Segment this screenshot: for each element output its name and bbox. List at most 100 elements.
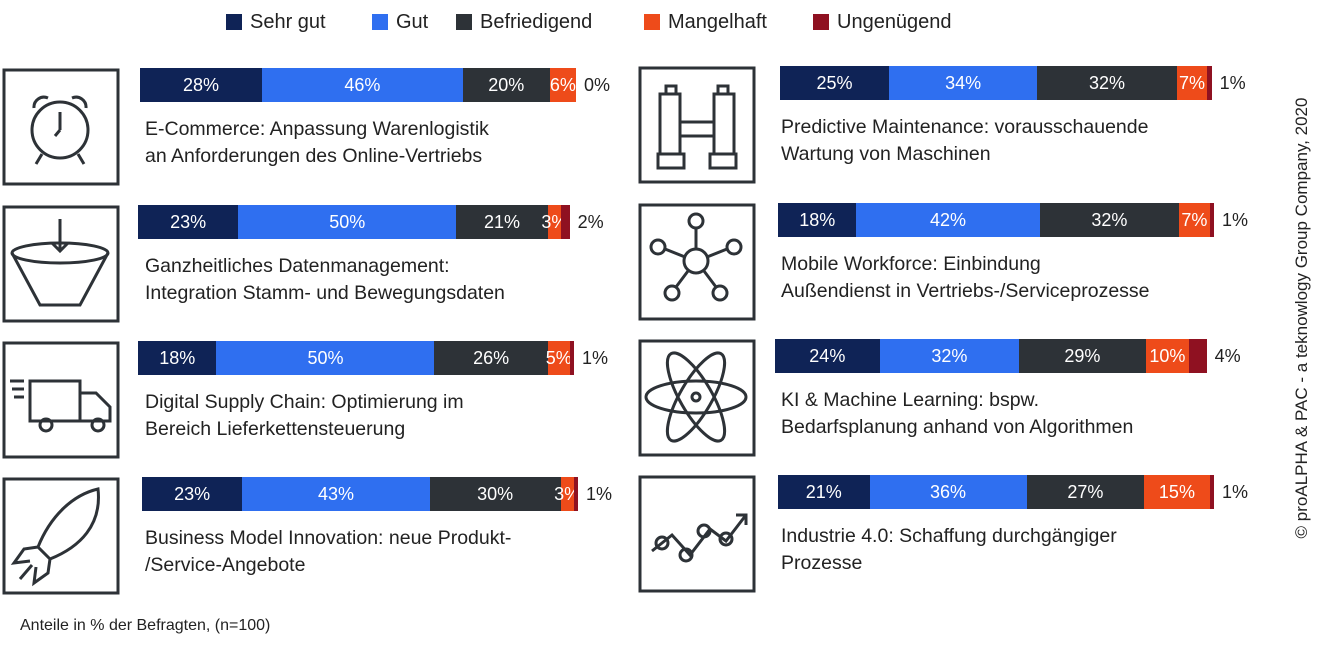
bar-segment	[138, 341, 217, 375]
value-label: 26%	[473, 348, 510, 368]
value-label: 27%	[1067, 482, 1104, 502]
category-label: KI & Machine Learning: bspw. Bedarfsplan…	[781, 389, 1134, 438]
legend-swatch	[813, 14, 829, 30]
legend-swatch	[226, 14, 242, 30]
bar-segment	[434, 341, 548, 375]
value-label: 32%	[1091, 210, 1128, 230]
bar-segment	[1037, 66, 1177, 100]
value-label: 29%	[1064, 346, 1101, 366]
value-label: 7%	[1181, 210, 1208, 230]
bar-segment	[547, 205, 561, 239]
icon-binoculars	[638, 66, 756, 184]
category-label: E-Commerce: Anpassung Warenlogistik an A…	[145, 118, 489, 167]
bar-segment	[238, 205, 457, 239]
bar-segment	[560, 477, 574, 511]
value-label: 21%	[484, 212, 521, 232]
bar-segment	[1209, 475, 1214, 509]
bar-segment	[856, 203, 1040, 237]
category-label: Business Model Innovation: neue Produkt-…	[145, 527, 512, 576]
value-label: 30%	[477, 484, 514, 504]
bar-segment	[547, 341, 570, 375]
bar-segment	[1189, 339, 1207, 373]
footnote: Anteile in % der Befragten, (n=100)	[20, 617, 271, 634]
bar-segment	[456, 205, 548, 239]
value-label: 32%	[1088, 73, 1126, 93]
value-label: 3%	[554, 484, 581, 504]
icon-network	[638, 203, 756, 321]
value-label: 4%	[1214, 346, 1241, 366]
bar-segment	[775, 339, 880, 373]
bar-segment	[1179, 203, 1210, 237]
bar-segment	[889, 66, 1038, 100]
bar-segment	[1144, 475, 1210, 509]
bar-segment	[1207, 66, 1212, 100]
legend-swatch	[456, 14, 472, 30]
bar-segment	[216, 341, 435, 375]
value-label: 36%	[930, 482, 967, 502]
bar-segment	[138, 205, 239, 239]
value-label: 28%	[183, 75, 220, 95]
value-label: 21%	[805, 482, 842, 502]
icon-funnel	[2, 205, 120, 323]
bar-segment	[142, 477, 243, 511]
bar-segment	[573, 477, 578, 511]
legend-swatch	[372, 14, 388, 30]
icon-truck	[2, 341, 120, 459]
bar-segment	[869, 475, 1027, 509]
value-label: 24%	[809, 346, 846, 366]
category-label: Mobile Workforce: Einbindung Außendienst…	[781, 253, 1150, 302]
bar-segment	[1039, 203, 1180, 237]
value-label: 50%	[307, 348, 344, 368]
bar-segment	[1209, 203, 1214, 237]
value-label: 1%	[1222, 210, 1249, 230]
bar-segment	[1026, 475, 1145, 509]
legend-label: Mangelhaft	[668, 11, 767, 33]
legend-swatch	[644, 14, 660, 30]
icon-trend	[638, 475, 756, 593]
bar-segment	[1176, 66, 1208, 100]
copyright: © proALPHA & PAC - a teknowlogy Group Co…	[1292, 97, 1311, 539]
value-label: 15%	[1158, 482, 1195, 502]
value-label: 7%	[1179, 73, 1206, 93]
legend-label: Gut	[396, 11, 429, 33]
icon-rocket	[2, 477, 120, 595]
bar-segment	[140, 68, 263, 102]
bar-segment	[778, 203, 857, 237]
value-label: 32%	[931, 346, 968, 366]
value-label: 20%	[488, 75, 525, 95]
value-label: 2%	[577, 212, 604, 232]
bar-segment	[1019, 339, 1146, 373]
bar-segment	[569, 341, 574, 375]
value-label: 18%	[799, 210, 836, 230]
bar-segment	[262, 68, 463, 102]
bar-segment	[1145, 339, 1190, 373]
icon-clock	[2, 68, 120, 186]
value-label: 1%	[586, 484, 613, 504]
bar-segment	[242, 477, 430, 511]
bar-segment	[778, 475, 870, 509]
bar-segment	[879, 339, 1020, 373]
value-label: 6%	[549, 75, 576, 95]
value-label: 18%	[159, 348, 196, 368]
bar-segment	[549, 68, 576, 102]
value-label: 25%	[816, 73, 853, 93]
value-label: 10%	[1149, 346, 1186, 366]
value-label: 42%	[930, 210, 967, 230]
value-label: 34%	[945, 73, 982, 93]
value-label: 3%	[541, 212, 568, 232]
value-label: 1%	[1222, 482, 1249, 502]
value-label: 1%	[582, 348, 609, 368]
value-label: 1%	[1219, 73, 1246, 93]
category-label: Predictive Maintenance: vorausschauende …	[781, 116, 1149, 165]
bar-segment	[560, 205, 570, 239]
value-label: 23%	[174, 484, 211, 504]
bar-segment	[429, 477, 561, 511]
value-label: 0%	[584, 75, 611, 95]
value-label: 43%	[318, 484, 355, 504]
category-label: Ganzheitliches Datenmanagement: Integrat…	[145, 255, 505, 304]
legend-label: Ungenügend	[837, 11, 952, 33]
value-label: 46%	[344, 75, 381, 95]
category-label: Industrie 4.0: Schaffung durchgängiger P…	[781, 525, 1117, 574]
bar-segment	[780, 66, 889, 100]
